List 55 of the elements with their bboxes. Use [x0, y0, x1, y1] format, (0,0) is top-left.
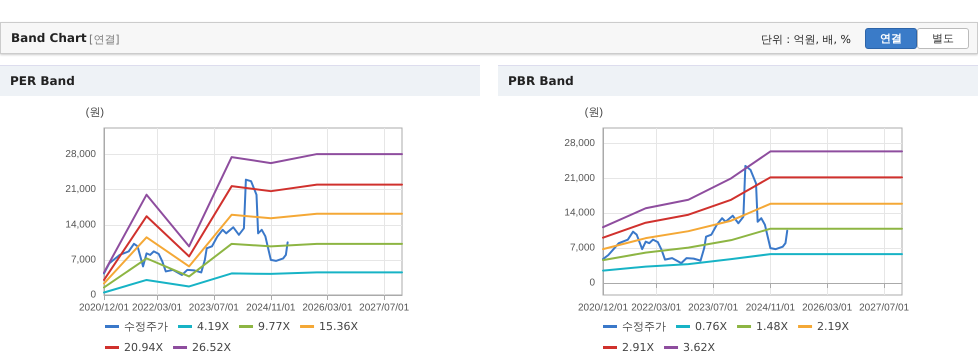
y-tick-label: 7,000 [570, 242, 596, 254]
line-series [103, 212, 403, 284]
y-tick-label: 28,000 [564, 138, 596, 149]
line-series [602, 202, 903, 250]
text: [연결] [89, 32, 120, 47]
legend-label: 9.77X [258, 320, 291, 333]
x-tick-label: 2027/07/01 [859, 302, 910, 314]
y-tick-label: 14,000 [564, 208, 596, 219]
legend-label: 20.94X [124, 341, 164, 354]
line-series [103, 242, 403, 288]
y-tick-label: 0 [589, 278, 596, 289]
legend-label: 2.91X [622, 341, 654, 354]
text: 연결 [865, 28, 917, 49]
line-series [103, 178, 289, 276]
y-tick-label: 14,000 [65, 219, 96, 230]
x-tick-label: 2024/11/01 [246, 302, 296, 314]
legend-label: 26.52X [192, 341, 232, 354]
x-tick-label: 2024/11/01 [746, 302, 796, 314]
legend-label: 수정주가 [124, 320, 168, 333]
legend-label: 2.19X [817, 320, 850, 333]
x-tick-label: 2026/03/01 [302, 302, 353, 314]
legend-label: 0.76X [695, 320, 728, 333]
y-tick-label: 7,000 [70, 254, 96, 266]
line-series [103, 153, 403, 274]
y-tick-label: 21,000 [65, 184, 96, 196]
line-series [602, 253, 903, 272]
y-tick-label: 21,000 [564, 172, 596, 184]
text: 단위 : 억원, 배, % [760, 32, 851, 47]
line-series [103, 184, 403, 281]
x-tick-label: 2022/03/01 [631, 302, 682, 314]
x-tick-label: 2026/03/01 [802, 302, 853, 314]
chart-title: PBR Band [508, 74, 574, 88]
chart-title: PER Band [10, 74, 75, 88]
legend-label: 수정주가 [622, 320, 666, 333]
legend-label: 1.48X [756, 320, 789, 333]
x-tick-label: 2027/07/01 [359, 302, 410, 314]
line-series [602, 150, 903, 228]
line-series [602, 164, 788, 264]
legend-label: 3.62X [683, 341, 716, 354]
x-tick-label: 2023/07/01 [688, 302, 739, 314]
y-axis-title: (원) [584, 106, 603, 118]
x-tick-label: 2023/07/01 [188, 302, 240, 314]
line-series [602, 228, 903, 262]
line-series [602, 176, 903, 239]
y-tick-label: 28,000 [65, 149, 96, 160]
y-axis-title: (원) [86, 106, 104, 118]
text: Band Chart [11, 31, 87, 45]
y-tick-label: 0 [90, 290, 96, 300]
legend-label: 15.36X [319, 320, 359, 333]
line-series [103, 271, 403, 294]
text: 별도 [917, 28, 969, 49]
x-tick-label: 2020/12/01 [578, 302, 628, 314]
legend-label: 4.19X [197, 320, 230, 333]
x-tick-label: 2022/03/01 [132, 302, 183, 314]
x-tick-label: 2020/12/01 [78, 302, 130, 314]
